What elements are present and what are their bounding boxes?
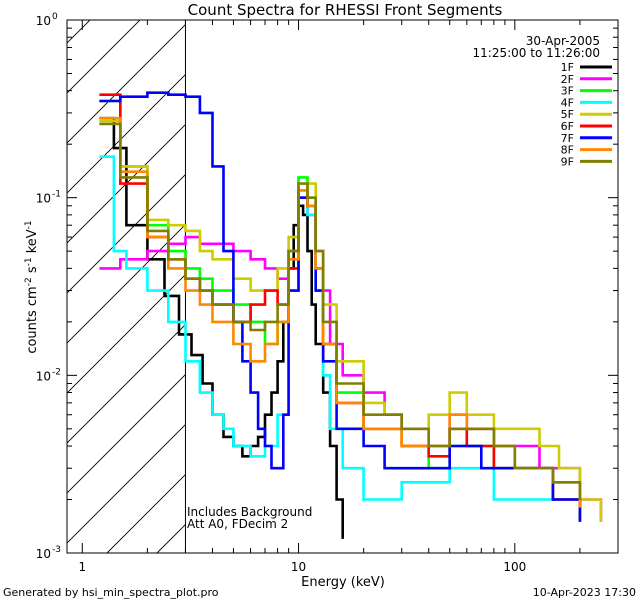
series-3f	[99, 99, 582, 522]
y-tick-label: 10	[36, 547, 51, 561]
legend-label: 9F	[561, 155, 574, 168]
hatch-line	[67, 23, 186, 144]
series-9f	[99, 122, 582, 500]
legend-date: 30-Apr-2005	[526, 34, 600, 48]
legend-label: 1F	[561, 61, 574, 74]
x-tick-label: 1	[78, 560, 86, 574]
series-6f	[99, 93, 582, 522]
series-2f	[99, 196, 603, 522]
series-7f	[99, 91, 582, 522]
hatch-line	[67, 20, 141, 94]
y-tick-exponent: -1	[52, 190, 61, 200]
hatch-line	[67, 123, 186, 244]
y-tick-exponent: -2	[52, 367, 61, 377]
annotation-attenuator: Att A0, FDecim 2	[187, 517, 288, 531]
y-tick-label: 10	[36, 369, 51, 383]
series-8f	[99, 116, 582, 508]
attenuator-hatch-region	[67, 20, 186, 553]
series-1f	[99, 116, 344, 539]
plot-frame	[66, 19, 619, 554]
chart-title: Count Spectra for RHESSI Front Segments	[188, 1, 503, 19]
y-tick-label: 10	[36, 192, 51, 206]
x-axis-label: Energy (keV)	[301, 575, 385, 590]
legend-label: 7F	[561, 132, 574, 145]
annotation-background: Includes Background	[187, 505, 312, 519]
hatch-line	[67, 423, 186, 544]
footer-generated-by: Generated by hsi_min_spectra_plot.pro	[3, 586, 219, 599]
series-group	[99, 91, 603, 539]
legend-label: 6F	[561, 120, 574, 133]
axis-ticks	[67, 20, 619, 554]
y-tick-exponent: -3	[52, 545, 61, 555]
y-tick-exponent: 0	[52, 12, 58, 22]
legend-label: 5F	[561, 108, 574, 121]
hatch-line	[67, 223, 186, 344]
legend-label: 4F	[561, 96, 574, 109]
hatch-line	[67, 20, 91, 44]
x-tick-label: 100	[503, 560, 526, 574]
hatch-line	[67, 373, 186, 494]
x-tick-label: 10	[291, 560, 306, 574]
legend-label: 8F	[561, 144, 574, 157]
legend-label: 2F	[561, 73, 574, 86]
y-axis-label: counts cm-2 s-1 keV-1	[24, 220, 40, 353]
legend-time-range: 11:25:00 to 11:26:00	[473, 46, 600, 60]
hatch-line	[67, 73, 186, 194]
legend-label: 3F	[561, 85, 574, 98]
y-tick-label: 10	[36, 14, 51, 28]
hatch-line	[67, 173, 186, 294]
footer-timestamp: 10-Apr-2023 17:30	[533, 586, 636, 599]
